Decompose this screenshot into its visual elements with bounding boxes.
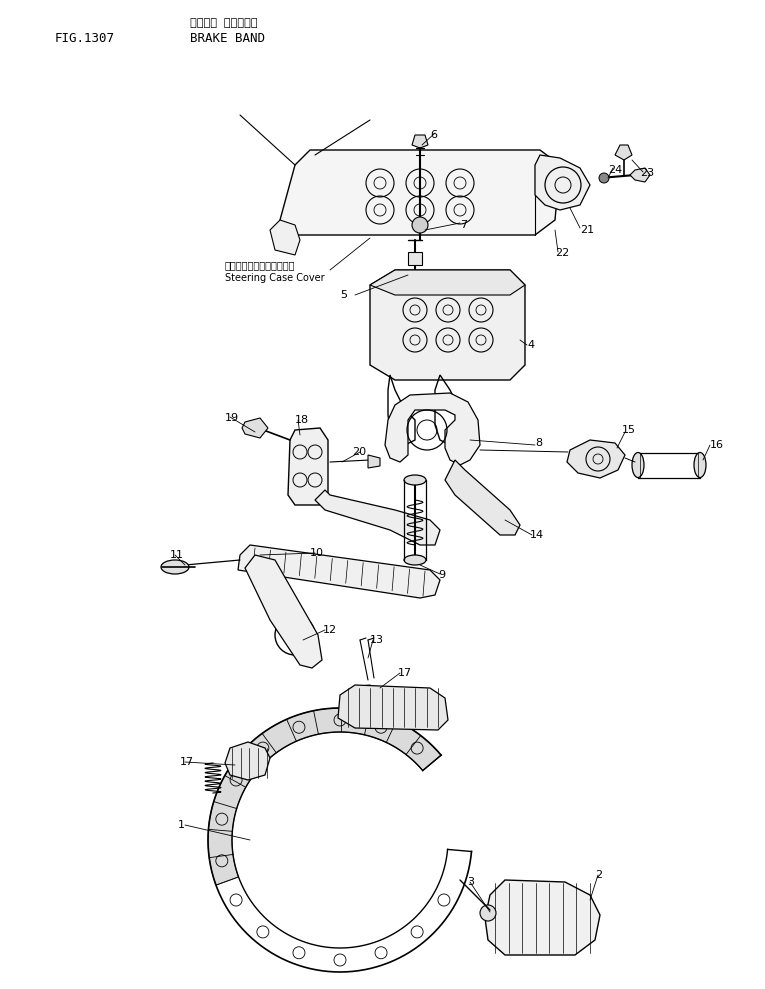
Text: FIG.1307: FIG.1307 (55, 32, 115, 45)
Polygon shape (370, 270, 525, 295)
Text: 13: 13 (370, 635, 384, 645)
Polygon shape (288, 428, 328, 505)
Text: 2: 2 (595, 870, 602, 880)
Polygon shape (445, 460, 520, 535)
Circle shape (599, 173, 609, 183)
Polygon shape (242, 418, 268, 438)
Text: 17: 17 (398, 668, 412, 678)
Ellipse shape (632, 453, 644, 478)
Text: 4: 4 (527, 340, 534, 350)
Polygon shape (208, 708, 441, 885)
Text: 19: 19 (225, 413, 239, 423)
Text: 14: 14 (530, 530, 544, 540)
Polygon shape (385, 393, 480, 465)
Text: 21: 21 (580, 225, 594, 235)
Text: 24: 24 (608, 165, 622, 175)
Ellipse shape (161, 560, 189, 574)
Text: 5: 5 (340, 290, 347, 300)
Text: ステアリングケースカバー: ステアリングケースカバー (225, 260, 295, 270)
Text: 8: 8 (535, 438, 542, 448)
Circle shape (412, 217, 428, 233)
Text: 23: 23 (640, 168, 654, 178)
Text: 22: 22 (555, 248, 569, 258)
Text: 18: 18 (295, 415, 309, 425)
Polygon shape (412, 135, 428, 148)
Polygon shape (615, 145, 632, 160)
Circle shape (480, 905, 496, 921)
Text: 7: 7 (460, 220, 467, 230)
Polygon shape (245, 555, 322, 668)
Text: 3: 3 (467, 877, 474, 887)
Polygon shape (535, 155, 590, 210)
Text: 11: 11 (170, 550, 184, 560)
Text: 1: 1 (178, 820, 185, 830)
Polygon shape (630, 168, 650, 182)
Text: 16: 16 (710, 440, 724, 450)
Text: Steering Case Cover: Steering Case Cover (225, 273, 324, 283)
Ellipse shape (404, 555, 426, 565)
Text: 20: 20 (352, 447, 366, 457)
Ellipse shape (694, 453, 706, 478)
Text: BRAKE BAND: BRAKE BAND (190, 32, 265, 45)
Text: ブレーキ ハ゛ント゛: ブレーキ ハ゛ント゛ (190, 18, 258, 28)
Polygon shape (368, 455, 380, 468)
Polygon shape (225, 742, 270, 780)
Polygon shape (238, 545, 440, 598)
Polygon shape (280, 150, 560, 235)
Text: 15: 15 (622, 425, 636, 435)
Polygon shape (485, 880, 600, 955)
Polygon shape (315, 490, 440, 545)
Text: 17: 17 (180, 757, 194, 767)
Polygon shape (370, 270, 525, 380)
Text: 10: 10 (310, 548, 324, 558)
Polygon shape (550, 165, 580, 195)
Text: 9: 9 (438, 570, 445, 580)
Ellipse shape (404, 475, 426, 485)
Polygon shape (338, 685, 448, 730)
Polygon shape (408, 252, 422, 265)
Polygon shape (567, 440, 625, 478)
Text: 12: 12 (323, 625, 337, 635)
Text: 6: 6 (430, 130, 437, 140)
Polygon shape (270, 220, 300, 255)
